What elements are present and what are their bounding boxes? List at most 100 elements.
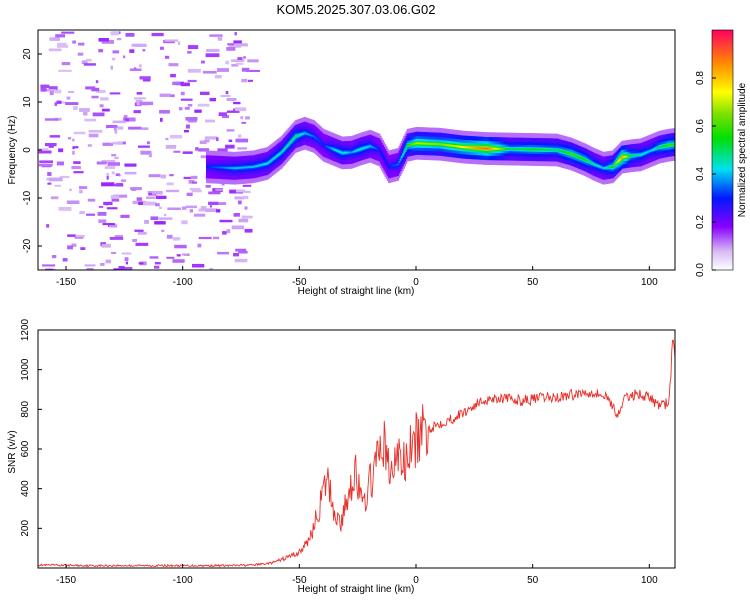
noise-speckle (80, 247, 86, 250)
noise-speckle (169, 134, 183, 139)
noise-speckle (209, 205, 212, 208)
ridge-segment (533, 148, 536, 151)
colorbar-tick-label: 0.4 (695, 167, 706, 181)
snr-x-label: Height of straight line (km) (298, 584, 415, 595)
noise-speckle (187, 79, 197, 83)
noise-speckle (73, 171, 84, 174)
ridge-segment (622, 156, 625, 158)
ridge-segment (468, 146, 471, 149)
ridge-segment (509, 148, 512, 150)
noise-speckle (187, 45, 199, 50)
noise-speckle (185, 117, 198, 121)
ridge-segment (372, 146, 375, 149)
ridge-segment (567, 152, 570, 155)
noise-speckle (78, 42, 85, 46)
noise-speckle (235, 62, 244, 65)
ridge-segment (489, 147, 492, 150)
ridge-segment (446, 144, 449, 147)
ridge-segment (614, 163, 617, 166)
noise-speckle (154, 221, 166, 225)
ridge-segment (341, 151, 344, 154)
ridge-segment (346, 151, 348, 154)
noise-speckle (151, 190, 163, 195)
ridge-segment (330, 147, 333, 150)
ridge-segment (295, 135, 298, 138)
ridge-segment (634, 154, 636, 157)
noise-speckle (154, 265, 160, 269)
noise-speckle (192, 263, 205, 268)
ridge-segment (519, 148, 522, 151)
y-tick-label: 20 (22, 48, 33, 60)
noise-speckle (209, 97, 217, 102)
noise-speckle (241, 67, 250, 72)
ridge-segment (223, 166, 226, 169)
ridge-segment (395, 164, 397, 166)
ridge-segment (455, 145, 458, 148)
noise-speckle (58, 206, 72, 211)
ridge-segment (423, 142, 425, 145)
ridge-segment (658, 146, 661, 149)
noise-speckle (102, 108, 110, 112)
snr-panel: -150 -100 -50 0 50 100 200 400 600 800 1000 1200 H… (7, 318, 676, 595)
noise-speckle (136, 92, 143, 95)
ridge-segment (547, 148, 550, 151)
ridge-segment (419, 142, 422, 145)
noise-speckle (51, 268, 57, 270)
ridge-segment (215, 166, 218, 169)
noise-speckle (146, 141, 150, 145)
ridge-segment (670, 143, 673, 146)
ridge-segment (378, 149, 381, 151)
ridge-segment (355, 149, 358, 152)
noise-speckle (71, 243, 77, 247)
spectrogram-y-ticks: -20 -10 0 10 20 (22, 48, 42, 253)
ridge-segment (313, 135, 316, 138)
ridge-segment (557, 149, 559, 152)
y-tick-label: 200 (20, 520, 31, 537)
noise-speckle (66, 96, 71, 100)
noise-speckle (113, 194, 128, 198)
ridge-segment (504, 147, 507, 150)
ridge-segment (414, 142, 417, 145)
ridge-segment (433, 143, 436, 145)
noise-speckle (115, 173, 120, 176)
ridge-segment (405, 146, 408, 149)
noise-speckle (114, 129, 118, 134)
noise-speckle (54, 184, 61, 187)
noise-speckle (181, 206, 187, 210)
ridge-segment (388, 165, 390, 168)
noise-speckle (48, 86, 58, 90)
ridge-segment (487, 147, 489, 150)
noise-speckle (160, 117, 163, 122)
ridge-segment (461, 146, 464, 148)
ridge-segment (616, 161, 619, 163)
colorbar-frame (711, 29, 734, 271)
noise-speckle (58, 101, 66, 104)
noise-speckle (197, 103, 210, 107)
noise-speckle (112, 50, 120, 54)
noise-speckle (146, 196, 155, 199)
ridge-segment (540, 148, 543, 151)
ridge-segment (477, 147, 480, 150)
ridge-segment (587, 160, 590, 163)
ridge-segment (644, 151, 647, 154)
noise-speckle (96, 89, 106, 94)
ridge-segment (593, 163, 596, 166)
noise-speckle (65, 102, 79, 105)
ridge-segment (467, 146, 470, 149)
ridge-segment (249, 166, 251, 169)
ridge-segment (279, 152, 282, 155)
x-tick-label: -50 (292, 575, 307, 586)
ridge-segment (398, 161, 401, 163)
noise-speckle (113, 127, 117, 131)
noise-speckle (125, 33, 135, 37)
ridge-segment (368, 145, 370, 148)
ridge-segment (348, 151, 351, 154)
ridge-segment (453, 145, 456, 147)
ridge-segment (574, 154, 577, 157)
ridge-segment (479, 147, 481, 150)
ridge-segment (418, 142, 421, 145)
ridge-segment (537, 148, 540, 151)
ridge-segment (643, 152, 646, 155)
